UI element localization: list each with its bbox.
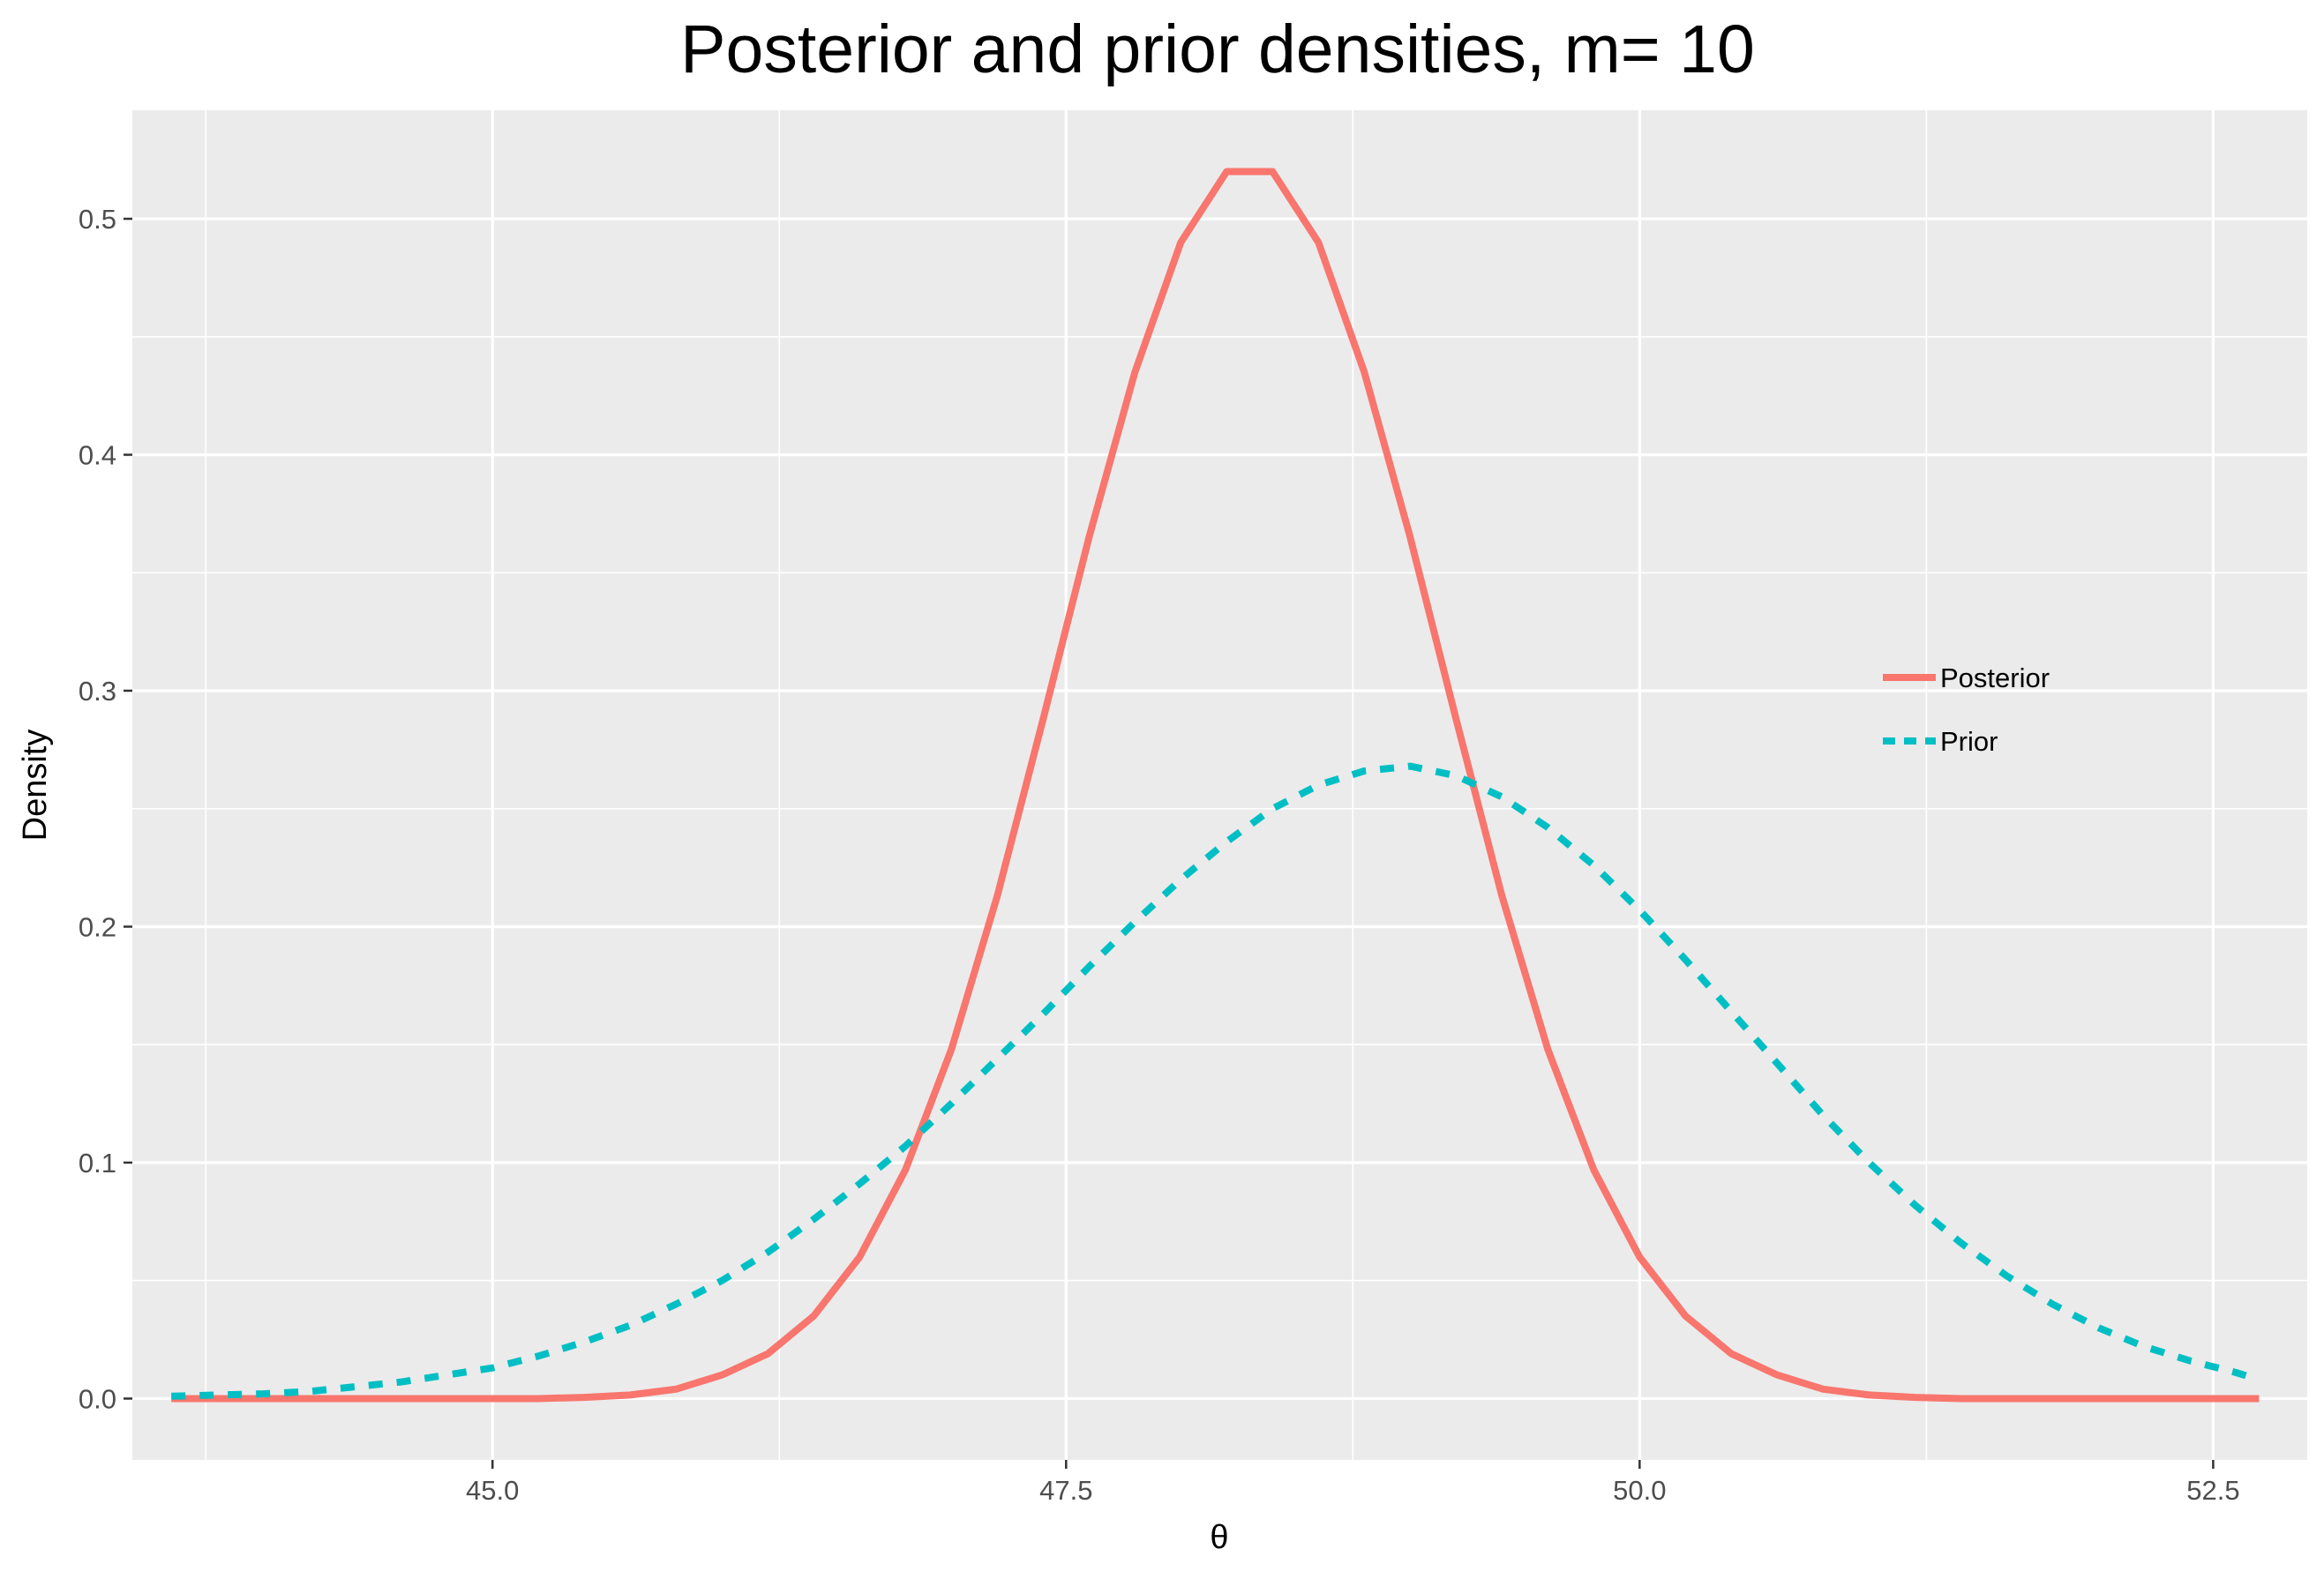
series-layer — [171, 168, 2260, 1403]
plot-panel — [132, 110, 2307, 1460]
x-tick-label: 50.0 — [1613, 1475, 1666, 1506]
y-tick-label: 0.5 — [79, 204, 116, 235]
x-tick-label: 45.0 — [466, 1475, 519, 1506]
y-tick-label: 0.2 — [79, 911, 116, 942]
legend-label-prior: Prior — [1940, 726, 1998, 757]
legend: Posterior Prior — [1883, 662, 2050, 757]
chart-title: Posterior and prior densities, m= 10 — [680, 11, 1755, 87]
y-tick-label: 0.0 — [79, 1383, 116, 1414]
y-tick-label: 0.4 — [79, 440, 116, 471]
x-tick-label: 47.5 — [1039, 1475, 1092, 1506]
series-line-posterior — [171, 168, 2260, 1403]
legend-label-posterior: Posterior — [1940, 662, 2050, 693]
x-axis-title: θ — [1210, 1519, 1228, 1556]
x-axis: 45.0 47.5 50.0 52.5 — [466, 1460, 2240, 1506]
y-tick-label: 0.3 — [79, 676, 116, 707]
y-axis: 0.0 0.1 0.2 0.3 0.4 0.5 — [79, 204, 132, 1414]
y-axis-title: Density — [17, 730, 54, 842]
grid-major — [132, 110, 2307, 1460]
x-tick-label: 52.5 — [2186, 1475, 2239, 1506]
y-tick-label: 0.1 — [79, 1148, 116, 1179]
